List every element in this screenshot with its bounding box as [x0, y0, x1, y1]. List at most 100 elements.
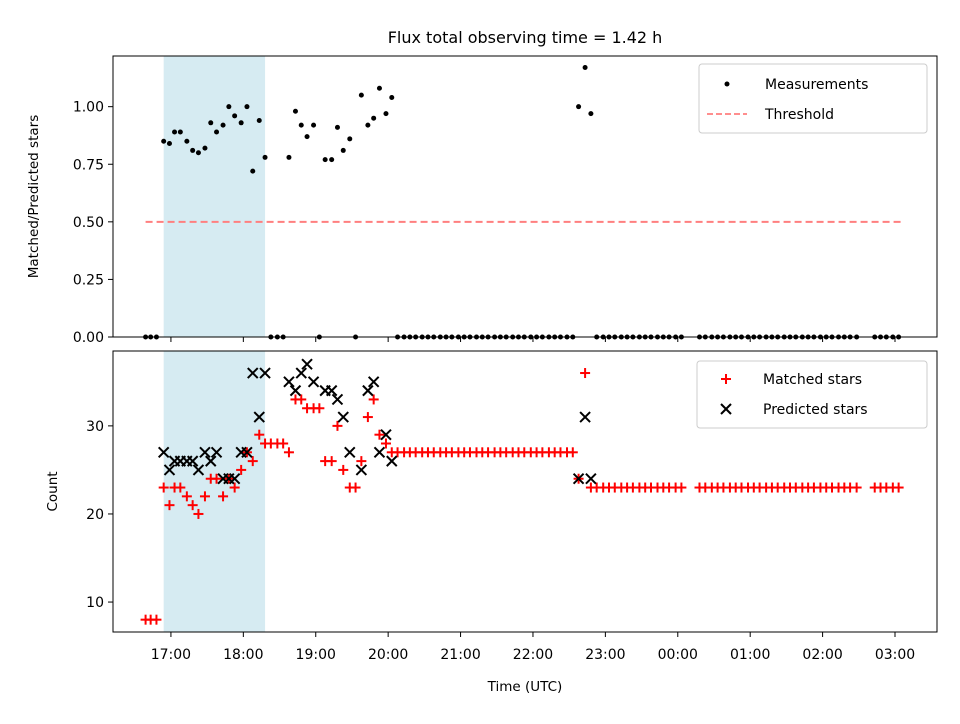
predicted-point: [210, 446, 223, 459]
matched-point: [851, 482, 862, 493]
top-legend: Measurements Threshold: [698, 63, 928, 134]
measurement-point: [304, 134, 310, 140]
matched-point: [181, 491, 192, 502]
matched-point: [374, 429, 385, 440]
x-tick-label: 00:00: [658, 647, 698, 663]
matched-point: [193, 508, 204, 519]
x-tick-label: 18:00: [223, 647, 263, 663]
matched-point: [199, 491, 210, 502]
measurement-point: [166, 141, 172, 147]
matched-point: [314, 403, 325, 414]
bottom-y-tick-label: 20: [86, 507, 104, 523]
predicted-point: [386, 455, 398, 467]
bottom-y-tick-label: 30: [86, 419, 104, 435]
matched-point: [580, 368, 591, 379]
matched-point: [380, 438, 391, 449]
measurement-point: [334, 124, 340, 130]
legend-x: [720, 403, 732, 415]
legend-measurements-label: Measurements: [765, 77, 868, 93]
legend-plus: [721, 374, 731, 384]
top-y-tick-label: 0.00: [73, 330, 104, 346]
predicted-point-b: [331, 393, 344, 406]
predicted-point: [289, 384, 302, 397]
x-tick-label: 20:00: [368, 647, 408, 663]
predicted-point: [295, 367, 307, 379]
predicted-point-b: [210, 446, 223, 459]
measurement-point: [232, 113, 238, 119]
matched-point: [164, 500, 175, 511]
measurement-point: [195, 150, 201, 156]
predicted-point-b: [585, 473, 597, 485]
matched-point: [296, 394, 307, 405]
predicted-point: [192, 464, 205, 476]
top-y-tick-label: 1.00: [73, 100, 104, 116]
predicted-point: [228, 473, 241, 485]
predicted-point: [307, 376, 320, 388]
chart-title: Flux total observing time = 1.42 h: [388, 28, 663, 47]
top-y-tick-label: 0.75: [73, 157, 104, 173]
predicted-point: [344, 446, 356, 459]
measurement-point: [329, 157, 335, 163]
predicted-point: [205, 455, 217, 467]
x-tick-label: 21:00: [440, 647, 480, 663]
predicted-point: [259, 367, 271, 379]
predicted-point-b: [247, 367, 259, 379]
measurement-point: [371, 115, 377, 121]
matched-point: [236, 464, 247, 475]
legend-threshold-label: Threshold: [764, 107, 834, 123]
bottom-legend-box: [696, 360, 928, 429]
predicted-point-b: [241, 446, 253, 459]
predicted-point-b: [253, 411, 265, 423]
predicted-point-b: [380, 428, 392, 441]
bottom-y-tick-label: 10: [86, 595, 104, 611]
measurement-point: [190, 147, 196, 153]
measurement-point: [286, 154, 292, 160]
top-legend-box: [698, 63, 928, 134]
matched-point: [283, 447, 294, 458]
matched-point: [229, 482, 240, 493]
measurement-point: [383, 111, 389, 117]
predicted-point: [163, 464, 176, 476]
predicted-point: [253, 411, 265, 423]
measurement-point: [347, 136, 353, 142]
predicted-point-b: [362, 384, 374, 397]
matched-point: [254, 429, 265, 440]
top-y-tick-label: 0.50: [73, 215, 104, 231]
predicted-point-b: [228, 473, 241, 485]
measurement-point: [177, 129, 183, 135]
bottom-highlight-span: [163, 351, 266, 632]
matched-point: [278, 438, 289, 449]
matched-point: [893, 482, 904, 493]
predicted-point: [199, 446, 211, 459]
x-tick-label: 02:00: [802, 647, 842, 663]
measurement-point: [298, 122, 304, 128]
measurement-point: [226, 104, 232, 110]
predicted-point-b: [157, 446, 170, 459]
panel-top: 0.00 0.25 0.50 0.75 1.00 Flux total observin…: [26, 28, 938, 346]
measurement-point: [244, 104, 250, 110]
predicted-point-b: [579, 411, 591, 423]
predicted-point: [157, 446, 170, 459]
measurement-point: [588, 111, 594, 117]
matched-point: [362, 412, 373, 423]
measurement-point: [161, 138, 167, 144]
predicted-point-b: [295, 367, 307, 379]
bottom-y-axis: 10 20 30: [86, 419, 113, 611]
x-axis-label: Time (UTC): [487, 679, 563, 695]
top-points-layer: [143, 65, 902, 340]
measurement-point: [582, 65, 588, 71]
predicted-point-b: [199, 446, 211, 459]
x-tick-label: 22:00: [513, 647, 553, 663]
matched-point: [218, 491, 229, 502]
matched-point: [338, 464, 349, 475]
measurement-point: [358, 92, 364, 98]
predicted-point-b: [367, 376, 380, 388]
legend-matched-marker: [721, 374, 731, 384]
top-x-ticks: [170, 337, 896, 342]
predicted-point-b: [325, 384, 338, 397]
predicted-point: [247, 367, 259, 379]
predicted-point: [355, 464, 368, 476]
matched-point: [247, 456, 258, 467]
matched-point: [368, 394, 379, 405]
